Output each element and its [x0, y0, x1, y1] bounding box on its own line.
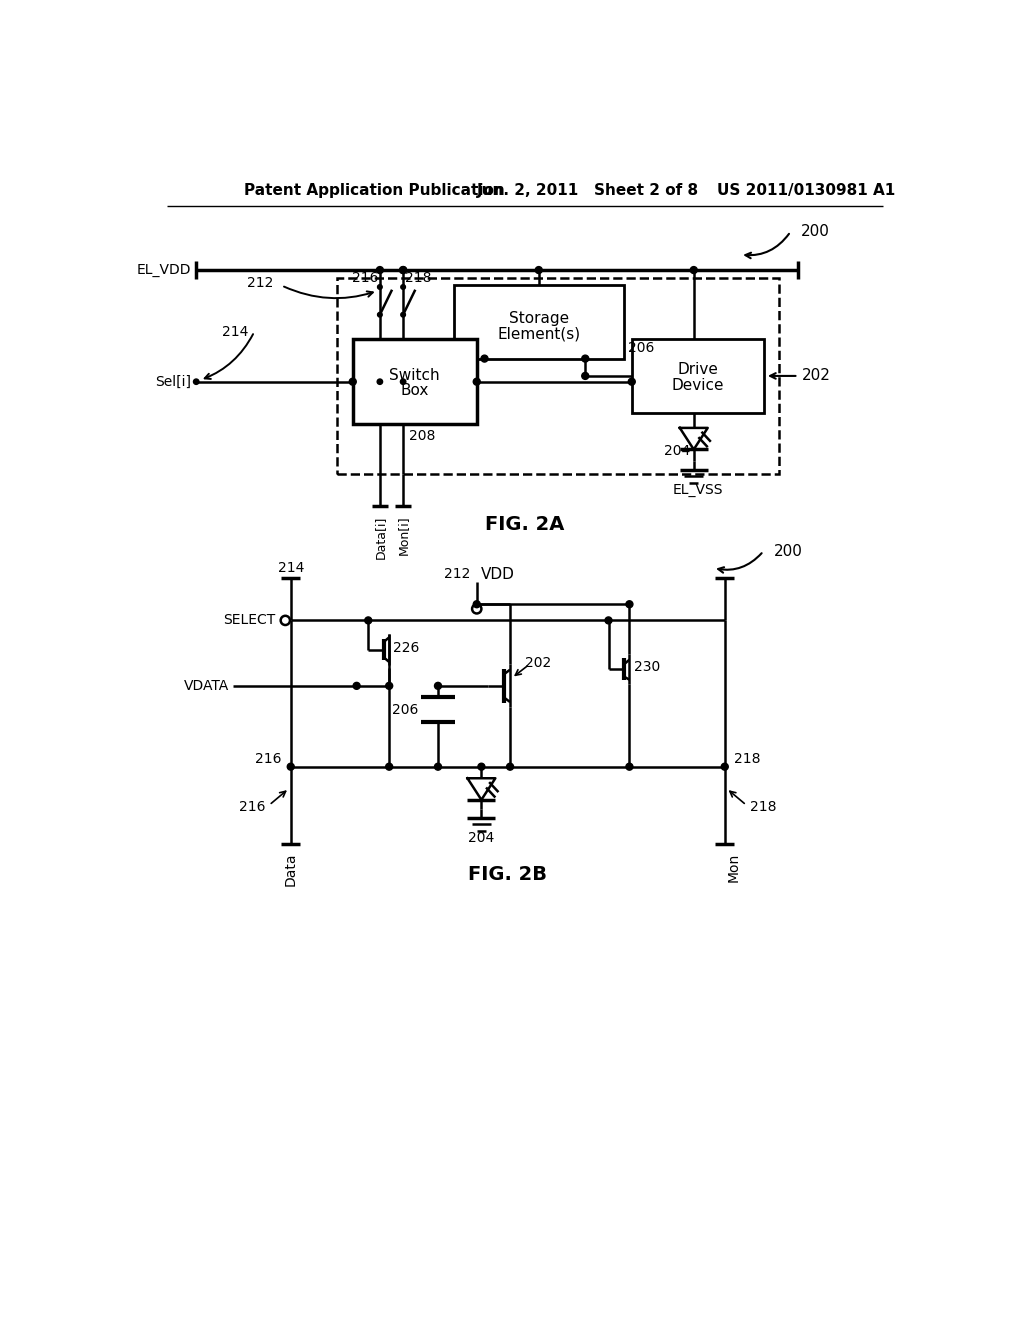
Circle shape [434, 682, 441, 689]
Text: Sel[i]: Sel[i] [156, 375, 191, 388]
Text: Box: Box [400, 383, 429, 399]
Bar [454, 285, 624, 359]
Text: Drive: Drive [677, 362, 718, 378]
Text: 200: 200 [773, 544, 803, 558]
Text: FIG. 2B: FIG. 2B [468, 865, 547, 884]
Circle shape [400, 313, 406, 317]
Text: FIG. 2A: FIG. 2A [485, 515, 564, 533]
Circle shape [353, 682, 360, 689]
Circle shape [481, 355, 488, 362]
Text: 202: 202 [802, 368, 831, 383]
Polygon shape [467, 779, 496, 800]
Text: 216: 216 [240, 800, 266, 813]
Text: Patent Application Publication: Patent Application Publication [245, 183, 505, 198]
Text: Mon[i]: Mon[i] [396, 516, 410, 556]
Text: 204: 204 [468, 832, 495, 845]
Text: Data: Data [284, 853, 298, 887]
Text: Storage: Storage [509, 310, 568, 326]
Text: 208: 208 [410, 429, 435, 442]
Text: Device: Device [672, 378, 724, 392]
Text: 206: 206 [392, 702, 419, 717]
Circle shape [377, 379, 383, 384]
Text: 218: 218 [404, 271, 431, 285]
Circle shape [629, 379, 635, 385]
Text: EL_VDD: EL_VDD [137, 263, 191, 277]
Circle shape [399, 267, 407, 273]
Circle shape [582, 372, 589, 379]
Circle shape [378, 313, 382, 317]
Text: Jun. 2, 2011   Sheet 2 of 8: Jun. 2, 2011 Sheet 2 of 8 [477, 183, 698, 198]
Circle shape [626, 601, 633, 607]
Circle shape [626, 763, 633, 770]
Circle shape [365, 616, 372, 624]
Circle shape [473, 379, 480, 385]
Text: 216: 216 [352, 271, 378, 285]
Text: 214: 214 [278, 561, 304, 576]
Circle shape [473, 601, 480, 607]
Circle shape [377, 267, 383, 273]
Circle shape [194, 379, 199, 384]
Text: 212: 212 [248, 276, 273, 290]
Circle shape [721, 763, 728, 770]
Text: Switch: Switch [389, 368, 440, 383]
Text: 212: 212 [444, 568, 471, 581]
Circle shape [582, 355, 589, 362]
Circle shape [478, 763, 485, 770]
Text: 230: 230 [634, 660, 660, 673]
Text: Data[i]: Data[i] [374, 516, 386, 560]
Text: 202: 202 [524, 656, 551, 669]
Circle shape [349, 379, 356, 385]
Text: 206: 206 [628, 341, 654, 355]
Circle shape [536, 267, 543, 273]
Bar [352, 339, 477, 424]
Text: 218: 218 [734, 752, 761, 766]
Circle shape [400, 285, 406, 289]
Circle shape [399, 267, 407, 273]
Text: Element(s): Element(s) [498, 326, 581, 341]
Text: Mon: Mon [726, 853, 740, 882]
Text: 218: 218 [750, 800, 776, 813]
Circle shape [378, 285, 382, 289]
Text: SELECT: SELECT [223, 614, 275, 627]
Text: 226: 226 [393, 642, 420, 655]
Text: VDD: VDD [480, 566, 514, 582]
Circle shape [690, 267, 697, 273]
Circle shape [507, 763, 514, 770]
Bar [632, 339, 764, 412]
Text: 216: 216 [255, 752, 282, 766]
Circle shape [605, 616, 612, 624]
Circle shape [288, 763, 294, 770]
Text: 200: 200 [801, 224, 829, 239]
Bar [337, 277, 779, 474]
Circle shape [434, 763, 441, 770]
Text: US 2011/0130981 A1: US 2011/0130981 A1 [717, 183, 895, 198]
Circle shape [400, 379, 406, 384]
Text: 214: 214 [222, 325, 248, 339]
Text: VDATA: VDATA [183, 678, 228, 693]
Circle shape [386, 682, 392, 689]
Text: EL_VSS: EL_VSS [673, 483, 723, 498]
Circle shape [386, 763, 392, 770]
Text: 204: 204 [664, 444, 690, 458]
Polygon shape [680, 428, 708, 449]
